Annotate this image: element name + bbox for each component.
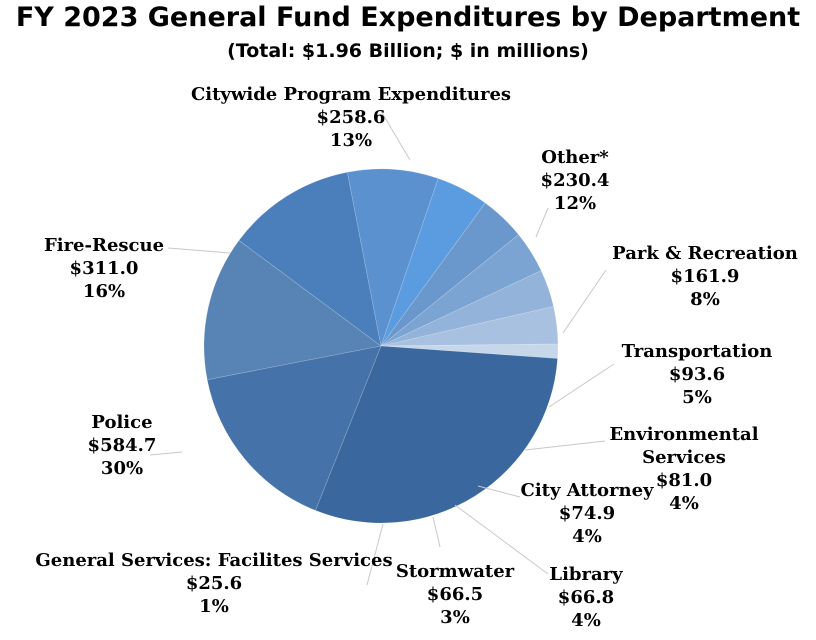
label-fire-rescue-value: $311.0 bbox=[69, 258, 139, 279]
leader-line bbox=[167, 247, 231, 254]
label-police-name: Police bbox=[91, 412, 153, 433]
label-police-percent: 30% bbox=[100, 458, 144, 479]
pie-slice-park-recreation bbox=[347, 168, 439, 348]
label-city-attorney-value: $74.9 bbox=[558, 503, 616, 524]
leader-line bbox=[454, 504, 549, 575]
label-fire-rescue-name: Fire-Rescue bbox=[43, 235, 165, 256]
label-park-recreation-percent: 8% bbox=[690, 289, 720, 310]
label-fire-rescue-percent: 16% bbox=[82, 281, 126, 302]
label-environmental-value: $81.0 bbox=[655, 470, 713, 491]
label-general-services: General Services: Facilites Services $25… bbox=[35, 549, 392, 618]
leader-line bbox=[548, 363, 615, 408]
label-other-value: $230.4 bbox=[540, 170, 610, 191]
pie-slice-general-services-facilites-services bbox=[380, 343, 559, 359]
label-other-name: Other* bbox=[541, 147, 609, 168]
label-stormwater: Stormwater $66.5 3% bbox=[396, 560, 514, 629]
label-other-percent: 12% bbox=[553, 193, 597, 214]
label-general-services-value: $25.6 bbox=[185, 573, 243, 594]
leader-line bbox=[149, 451, 183, 456]
label-citywide: Citywide Program Expenditures $258.6 13% bbox=[191, 83, 511, 152]
label-transportation: Transportation $93.6 5% bbox=[622, 340, 773, 409]
leader-line bbox=[562, 269, 607, 334]
label-city-attorney: City Attorney $74.9 4% bbox=[521, 479, 654, 548]
label-city-attorney-percent: 4% bbox=[572, 526, 602, 547]
leader-line bbox=[380, 110, 411, 161]
label-citywide-value: $258.6 bbox=[316, 107, 386, 128]
label-police-value: $584.7 bbox=[87, 435, 157, 456]
label-stormwater-percent: 3% bbox=[440, 607, 470, 628]
label-other: Other* $230.4 12% bbox=[541, 146, 610, 215]
pie-slice-library bbox=[380, 270, 554, 347]
label-citywide-name: Citywide Program Expenditures bbox=[190, 84, 512, 105]
leader-line bbox=[477, 485, 521, 498]
label-citywide-percent: 13% bbox=[329, 130, 373, 151]
label-library-value: $66.8 bbox=[557, 587, 615, 608]
label-transportation-value: $93.6 bbox=[668, 364, 726, 385]
pie-slice-police bbox=[315, 345, 558, 524]
pie-slice-other bbox=[238, 171, 382, 347]
leader-line bbox=[432, 516, 441, 548]
label-police: Police $584.7 30% bbox=[88, 411, 157, 480]
chart-subtitle: (Total: $1.96 Billion; $ in millions) bbox=[227, 40, 589, 62]
label-environmental-services: Environmental Services $81.0 4% bbox=[609, 424, 759, 514]
pie-slice-stormwater bbox=[380, 306, 559, 347]
label-library: Library $66.8 4% bbox=[549, 563, 622, 632]
pie-slice-environmental-services bbox=[380, 202, 519, 347]
label-city-attorney-name: City Attorney bbox=[520, 480, 654, 501]
label-fire-rescue: Fire-Rescue $311.0 16% bbox=[44, 234, 164, 303]
label-transportation-name: Transportation bbox=[621, 341, 773, 362]
label-stormwater-value: $66.5 bbox=[426, 584, 484, 605]
leader-line bbox=[524, 440, 606, 451]
leader-line bbox=[535, 207, 549, 238]
label-park-recreation-name: Park & Recreation bbox=[612, 243, 798, 264]
label-transportation-percent: 5% bbox=[682, 387, 712, 408]
pie-slice-fire-rescue bbox=[206, 345, 382, 511]
leader-line bbox=[366, 523, 384, 586]
label-library-name: Library bbox=[549, 564, 623, 585]
label-park-recreation: Park & Recreation $161.9 8% bbox=[612, 242, 798, 311]
pie-slice-transportation bbox=[380, 178, 486, 347]
label-stormwater-name: Stormwater bbox=[395, 561, 515, 582]
label-environmental-percent: 4% bbox=[669, 493, 699, 514]
pie-slice-citywide-program-expenditures bbox=[203, 240, 382, 381]
label-park-recreation-value: $161.9 bbox=[670, 266, 740, 287]
pie-slice-city-attorney bbox=[380, 234, 542, 347]
label-general-services-name: General Services: Facilites Services bbox=[35, 550, 393, 571]
label-library-percent: 4% bbox=[571, 610, 601, 631]
label-general-services-percent: 1% bbox=[199, 596, 229, 617]
chart-title: FY 2023 General Fund Expenditures by Dep… bbox=[15, 2, 801, 33]
